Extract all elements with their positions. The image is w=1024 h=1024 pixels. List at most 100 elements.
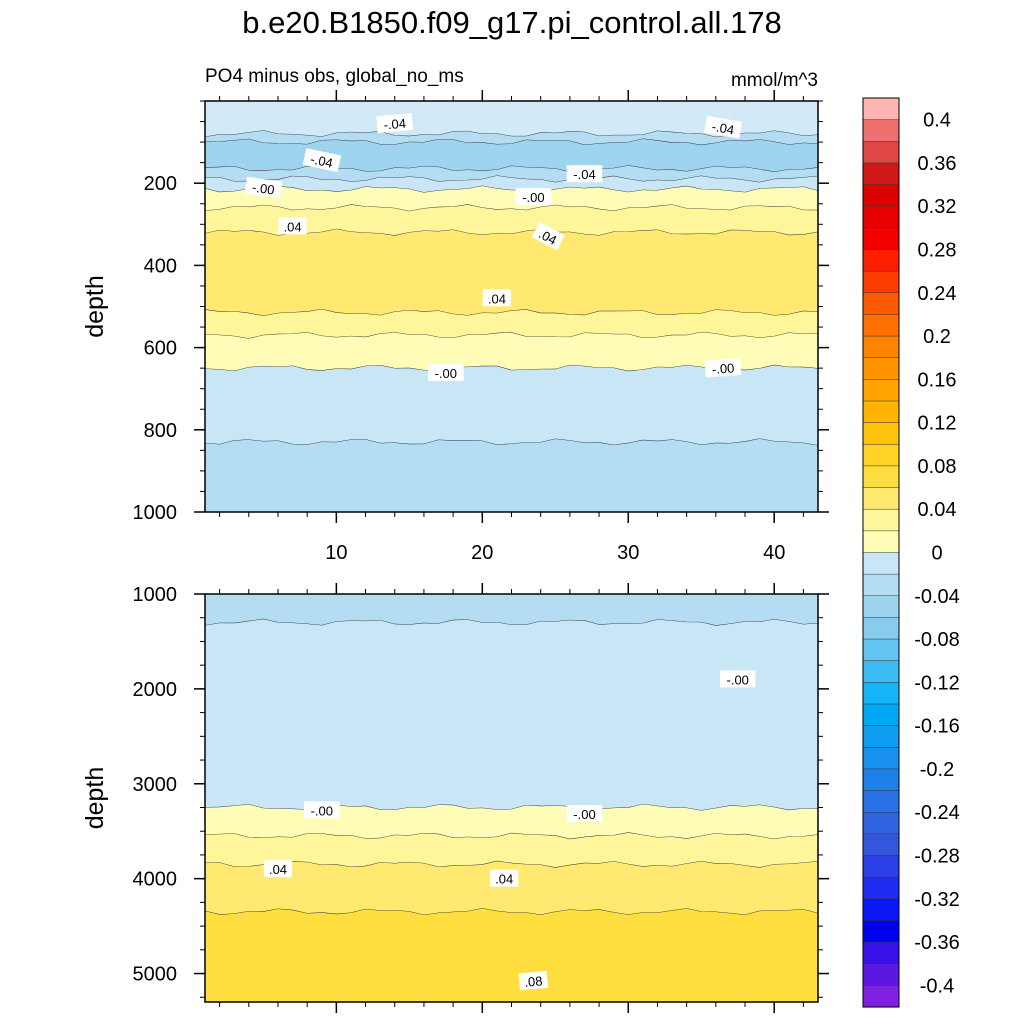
colorbar-swatch xyxy=(862,249,900,272)
colorbar-swatch xyxy=(862,444,900,467)
colorbar-swatch xyxy=(862,97,900,121)
colorbar-swatch xyxy=(862,422,900,445)
colorbar-swatch xyxy=(862,898,900,921)
colorbar-swatch xyxy=(862,682,900,705)
contour-band xyxy=(205,186,818,212)
contour-band xyxy=(205,101,818,138)
contour-band xyxy=(205,204,818,236)
contour-label-text: -.00 xyxy=(435,366,457,381)
contour-band xyxy=(205,438,818,512)
contour-band xyxy=(205,229,818,316)
colorbar-swatch xyxy=(862,227,900,251)
y-tick-label: 1000 xyxy=(133,502,178,524)
contour-label-text: .04 xyxy=(269,862,287,877)
colorbar-tick-label: 0.24 xyxy=(918,283,957,305)
colorbar-tick-label: 0.32 xyxy=(918,196,957,218)
colorbar-tick-label: 0 xyxy=(931,543,942,565)
panel-subtitle: PO4 minus obs, global_no_ms xyxy=(205,66,464,87)
y-tick-label: 2000 xyxy=(133,679,178,701)
y-axis-label: depth xyxy=(81,767,109,830)
contour-band xyxy=(205,365,818,446)
contour-band xyxy=(205,861,818,916)
colorbar-tick-label: -0.04 xyxy=(914,586,960,608)
upper-panel: -.04 -.04 -.04 -.04 -.00 -.00 .04 .04 .04 -.00 -.0… xyxy=(81,90,829,564)
colorbar-swatch xyxy=(862,985,900,1008)
colorbar-swatch xyxy=(862,400,900,424)
colorbar-swatch xyxy=(862,941,900,965)
contour-label: .04 xyxy=(263,860,293,878)
colorbar-swatch xyxy=(862,184,900,207)
y-tick-label: 4000 xyxy=(133,869,178,891)
colorbar-swatch xyxy=(862,292,900,315)
contour-label-text: -.00 xyxy=(573,807,595,822)
colorbar-swatch xyxy=(862,487,900,510)
colorbar-swatch xyxy=(862,508,900,532)
y-tick-label: 5000 xyxy=(133,964,178,986)
colorbar-swatch xyxy=(862,162,900,186)
colorbar-tick-label: -0.4 xyxy=(920,975,954,997)
contour-label: -.00 xyxy=(566,805,603,823)
colorbar-swatch xyxy=(862,357,900,380)
colorbar-tick-label: -0.28 xyxy=(914,846,960,868)
colorbar-swatch xyxy=(862,790,900,813)
colorbar-tick-label: -0.32 xyxy=(914,889,960,911)
colorbar-tick-label: 0.36 xyxy=(918,153,957,175)
contour-label: -.00 xyxy=(428,364,464,382)
contour-band xyxy=(205,138,818,173)
contour-label: -.00 xyxy=(704,357,742,378)
contour-label-text: -.00 xyxy=(251,180,275,198)
y-tick-label: 200 xyxy=(144,173,177,195)
colorbar-tick-label: 0.04 xyxy=(918,499,957,521)
x-tick-label: 10 xyxy=(325,542,347,564)
contour-label-text: -.04 xyxy=(711,119,736,138)
contour-label-text: .04 xyxy=(488,291,506,306)
x-tick-label: 30 xyxy=(617,542,639,564)
contour-label-text: -.00 xyxy=(726,672,748,687)
contour-band xyxy=(205,804,818,840)
colorbar-tick-label: 0.12 xyxy=(918,413,957,435)
contour-label: .08 xyxy=(518,970,549,991)
colorbar-swatch xyxy=(862,920,900,943)
contour-band xyxy=(205,908,818,1002)
colorbar-swatch xyxy=(862,573,900,597)
contour-band xyxy=(205,594,818,626)
contour-label-text: -.04 xyxy=(573,167,595,182)
colorbar-swatch xyxy=(862,379,900,402)
contour-label-text: .08 xyxy=(524,973,543,990)
x-tick-label: 40 xyxy=(763,542,785,564)
contour-label: -.04 xyxy=(704,115,743,139)
contour-label-text: -.00 xyxy=(522,190,544,205)
colorbar-swatch xyxy=(862,876,900,900)
colorbar-swatch xyxy=(862,119,900,142)
colorbar-tick-label: -0.24 xyxy=(914,802,960,824)
contour-band xyxy=(205,619,818,811)
lower-panel: -.00 -.00 -.00 .04 .04 .08 1000 2000 3000 4000 500… xyxy=(81,583,829,1013)
contour-label: .04 xyxy=(482,289,511,307)
colorbar-tick-label: 0.4 xyxy=(923,110,951,132)
colorbar-swatch xyxy=(862,833,900,857)
contour-label: -.04 xyxy=(302,148,342,173)
colorbar-swatch xyxy=(862,811,900,835)
contour-band xyxy=(205,165,818,183)
contour-label: .04 xyxy=(278,217,307,235)
y-axis-label: depth xyxy=(81,275,109,338)
contour-label: -.00 xyxy=(515,188,552,206)
contour-label-text: .04 xyxy=(495,872,513,887)
colorbar-swatch xyxy=(862,552,900,575)
contour-label-text: .04 xyxy=(284,219,302,234)
contour-label: -.00 xyxy=(719,670,756,688)
contour-label-text: .04 xyxy=(536,226,559,248)
colorbar-swatch xyxy=(862,465,900,489)
y-tick-label: 600 xyxy=(144,338,177,360)
contour-label: -.00 xyxy=(244,176,283,199)
colorbar-swatch xyxy=(862,703,900,727)
contour-label: -.04 xyxy=(566,165,603,183)
figure-title: b.e20.B1850.f09_g17.pi_control.all.178 xyxy=(242,5,782,40)
contour-band xyxy=(205,832,818,868)
contour-band xyxy=(205,309,818,339)
colorbar-swatch xyxy=(862,141,900,164)
contour-label-text: -.00 xyxy=(711,360,734,377)
contour-label-text: -.04 xyxy=(383,116,407,133)
contour-label: .04 xyxy=(490,869,519,887)
